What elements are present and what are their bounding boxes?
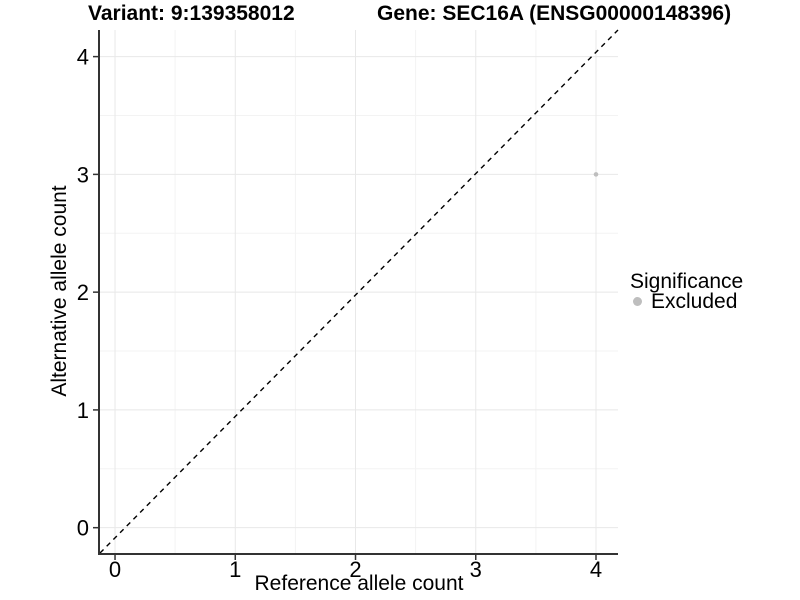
- x-axis-title: Reference allele count: [254, 572, 464, 595]
- y-tick-label: 0: [77, 516, 89, 541]
- plot-title-gene: Gene: SEC16A (ENSG00000148396): [377, 2, 732, 25]
- x-tick-label: 1: [229, 557, 241, 582]
- data-point: [593, 172, 599, 177]
- legend-point-swatch: [633, 297, 642, 306]
- legend-item-label: Excluded: [651, 290, 738, 313]
- y-tick-label: 2: [77, 280, 89, 305]
- x-tick-label: 2: [349, 557, 361, 582]
- identity-dashed-line: [99, 29, 619, 554]
- legend: Significance Excluded: [628, 268, 800, 338]
- y-tick-label: 3: [77, 162, 89, 187]
- x-tick-label: 3: [470, 557, 482, 582]
- y-tick-label: 1: [77, 398, 89, 423]
- x-tick-label: 4: [590, 557, 602, 582]
- y-axis-title: Alternative allele count: [48, 185, 71, 397]
- plot-title-variant: Variant: 9:139358012: [88, 2, 295, 25]
- x-tick-label: 0: [109, 557, 121, 582]
- legend-title: Significance: [630, 270, 744, 293]
- y-tick-label: 4: [77, 45, 89, 70]
